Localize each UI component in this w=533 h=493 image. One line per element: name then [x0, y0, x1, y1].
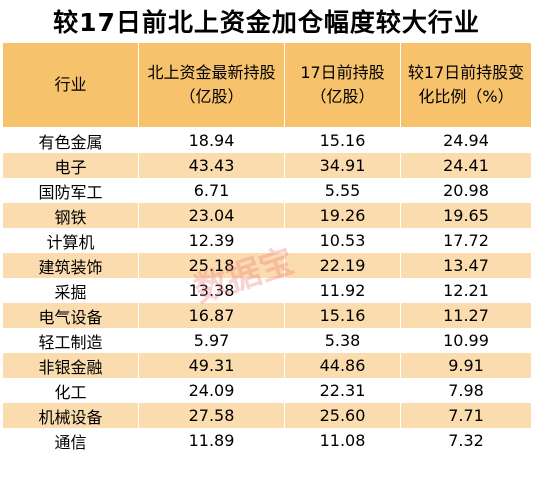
table-row: 电气设备 16.87 15.16 11.27	[2, 303, 532, 328]
latest-holding-cell: 43.43	[138, 153, 285, 178]
latest-holding-cell: 5.97	[138, 328, 285, 353]
change-ratio-cell: 24.41	[400, 153, 532, 178]
industry-table: 行业 北上资金最新持股（亿股） 17日前持股（亿股） 较17日前持股变化比例（%…	[2, 42, 532, 453]
table-row: 有色金属 18.94 15.16 24.94	[2, 127, 532, 153]
latest-holding-cell: 23.04	[138, 203, 285, 228]
prior-holding-cell: 25.60	[284, 403, 401, 428]
change-ratio-cell: 7.32	[400, 428, 532, 453]
table-row: 机械设备 27.58 25.60 7.71	[2, 403, 532, 428]
prior-holding-cell: 15.16	[284, 127, 401, 153]
industry-cell: 建筑装饰	[2, 253, 139, 278]
latest-holding-cell: 12.39	[138, 228, 285, 253]
table-row: 计算机 12.39 10.53 17.72	[2, 228, 532, 253]
industry-cell: 机械设备	[2, 403, 139, 428]
table-row: 钢铁 23.04 19.26 19.65	[2, 203, 532, 228]
table-row: 通信 11.89 11.08 7.32	[2, 428, 532, 453]
change-ratio-cell: 7.98	[400, 378, 532, 403]
industry-cell: 通信	[2, 428, 139, 453]
prior-holding-cell: 5.38	[284, 328, 401, 353]
latest-holding-cell: 49.31	[138, 353, 285, 378]
change-ratio-cell: 10.99	[400, 328, 532, 353]
header-industry: 行业	[2, 42, 139, 128]
industry-cell: 采掘	[2, 278, 139, 303]
industry-cell: 化工	[2, 378, 139, 403]
prior-holding-cell: 44.86	[284, 353, 401, 378]
change-ratio-cell: 7.71	[400, 403, 532, 428]
latest-holding-cell: 11.89	[138, 428, 285, 453]
change-ratio-cell: 9.91	[400, 353, 532, 378]
change-ratio-cell: 17.72	[400, 228, 532, 253]
industry-cell: 计算机	[2, 228, 139, 253]
prior-holding-cell: 15.16	[284, 303, 401, 328]
change-ratio-cell: 13.47	[400, 253, 532, 278]
header-change-ratio: 较17日前持股变化比例（%）	[400, 42, 532, 128]
latest-holding-cell: 24.09	[138, 378, 285, 403]
table-row: 电子 43.43 34.91 24.41	[2, 153, 532, 178]
prior-holding-cell: 11.92	[284, 278, 401, 303]
latest-holding-cell: 16.87	[138, 303, 285, 328]
prior-holding-cell: 19.26	[284, 203, 401, 228]
industry-cell: 钢铁	[2, 203, 139, 228]
latest-holding-cell: 13.38	[138, 278, 285, 303]
prior-holding-cell: 10.53	[284, 228, 401, 253]
change-ratio-cell: 12.21	[400, 278, 532, 303]
table-row: 非银金融 49.31 44.86 9.91	[2, 353, 532, 378]
prior-holding-cell: 22.19	[284, 253, 401, 278]
table-row: 国防军工 6.71 5.55 20.98	[2, 178, 532, 203]
prior-holding-cell: 11.08	[284, 428, 401, 453]
table-title: 较17日前北上资金加仓幅度较大行业	[53, 8, 480, 37]
prior-holding-cell: 34.91	[284, 153, 401, 178]
industry-cell: 轻工制造	[2, 328, 139, 353]
table-header: 行业 北上资金最新持股（亿股） 17日前持股（亿股） 较17日前持股变化比例（%…	[2, 42, 532, 128]
prior-holding-cell: 22.31	[284, 378, 401, 403]
header-row: 行业 北上资金最新持股（亿股） 17日前持股（亿股） 较17日前持股变化比例（%…	[2, 42, 532, 128]
header-latest-holding: 北上资金最新持股（亿股）	[138, 42, 285, 128]
industry-cell: 国防军工	[2, 178, 139, 203]
table-body: 有色金属 18.94 15.16 24.94 电子 43.43 34.91 24.41 国防军工…	[2, 127, 532, 453]
prior-holding-cell: 5.55	[284, 178, 401, 203]
latest-holding-cell: 6.71	[138, 178, 285, 203]
table-row: 轻工制造 5.97 5.38 10.99	[2, 328, 532, 353]
industry-cell: 电子	[2, 153, 139, 178]
latest-holding-cell: 18.94	[138, 127, 285, 153]
table-row: 采掘 13.38 11.92 12.21	[2, 278, 532, 303]
change-ratio-cell: 11.27	[400, 303, 532, 328]
table-row: 建筑装饰 25.18 22.19 13.47	[2, 253, 532, 278]
change-ratio-cell: 24.94	[400, 127, 532, 153]
latest-holding-cell: 25.18	[138, 253, 285, 278]
header-holding-17-days-ago: 17日前持股（亿股）	[284, 42, 401, 128]
industry-cell: 有色金属	[2, 127, 139, 153]
latest-holding-cell: 27.58	[138, 403, 285, 428]
industry-cell: 电气设备	[2, 303, 139, 328]
change-ratio-cell: 20.98	[400, 178, 532, 203]
table-row: 化工 24.09 22.31 7.98	[2, 378, 532, 403]
industry-cell: 非银金融	[2, 353, 139, 378]
change-ratio-cell: 19.65	[400, 203, 532, 228]
